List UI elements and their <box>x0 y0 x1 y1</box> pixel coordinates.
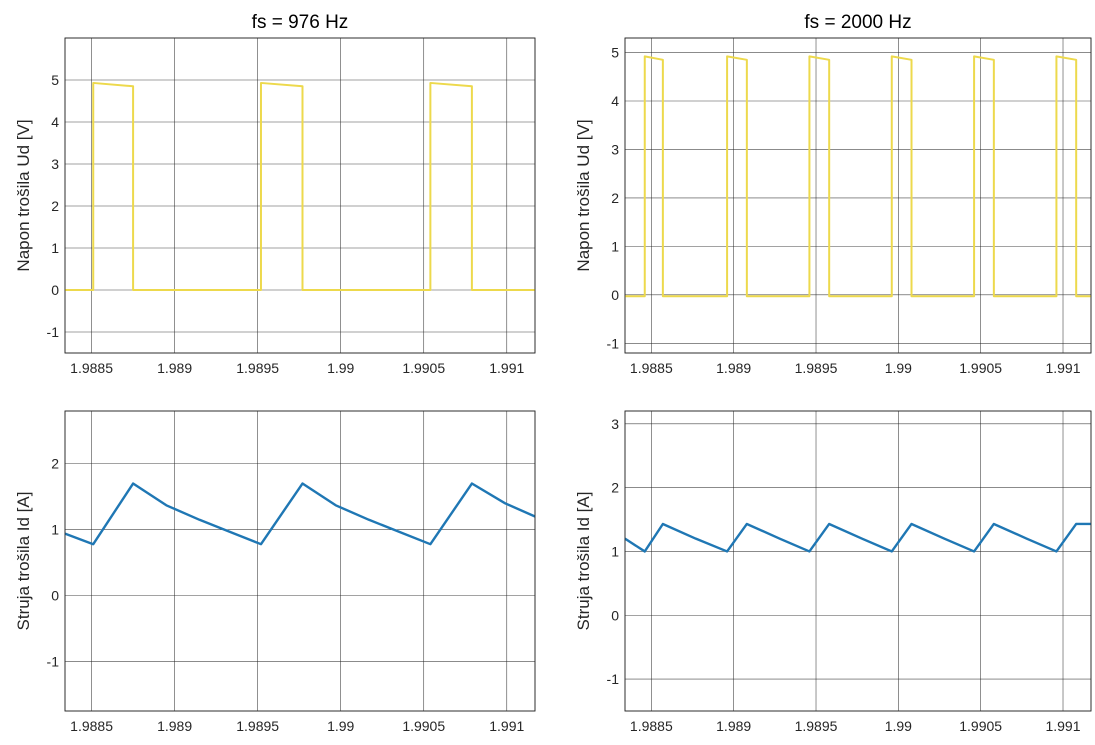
y-tick-label: 2 <box>611 190 619 206</box>
x-tick-label: 1.99 <box>327 718 354 734</box>
plot-frame <box>64 410 536 712</box>
series-line-1 <box>64 482 536 546</box>
x-tick-label: 1.991 <box>1045 718 1080 734</box>
y-tick-label: 0 <box>51 282 59 298</box>
series-line-1 <box>625 55 1091 298</box>
y-tick-label: 5 <box>51 72 59 88</box>
y-axis-title: Napon trošila Ud [V] <box>574 119 593 271</box>
y-tick-label: 2 <box>51 456 59 472</box>
x-tick-label: 1.9885 <box>630 718 673 734</box>
y-tick-label: 1 <box>611 543 619 559</box>
y-tick-label: -1 <box>607 671 620 687</box>
x-tick-label: 1.9895 <box>795 718 838 734</box>
y-tick-label: 4 <box>51 114 59 130</box>
plot-area <box>64 410 536 712</box>
chart-panel-3: 1.9885 1.989 1.9895 1.99 1.9905 1.991 -1 0 1 2 Str… <box>14 410 536 734</box>
chart-panel-4: 1.9885 1.989 1.9895 1.99 1.9905 1.991 -1 0 1 2 3 St… <box>574 410 1092 734</box>
series-line-1 <box>624 522 1091 553</box>
x-tick-label: 1.989 <box>157 718 192 734</box>
y-tick-label: 0 <box>611 287 619 303</box>
x-tick-label: 1.9905 <box>959 718 1002 734</box>
y-tick-label: 3 <box>51 156 59 172</box>
y-tick-label: 0 <box>51 588 59 604</box>
x-tick-label: 1.989 <box>716 718 751 734</box>
y-axis-title: Struja trošila Id [A] <box>574 492 593 631</box>
plot-area <box>64 37 536 354</box>
x-tick-label: 1.989 <box>157 360 192 376</box>
y-axis-title: Struja trošila Id [A] <box>14 492 33 631</box>
plot-title: fs = 2000 Hz <box>804 12 911 33</box>
plot-frame <box>64 37 536 354</box>
x-tick-label: 1.9895 <box>236 360 279 376</box>
plot-frame <box>624 37 1092 354</box>
plot-title: fs = 976 Hz <box>252 12 349 33</box>
chart-panel-1: 1.9885 1.989 1.9895 1.99 1.9905 1.991 -1 0 1 2 3 4 5… <box>14 12 536 376</box>
y-tick-label: 0 <box>611 607 619 623</box>
x-tick-label: 1.9885 <box>70 718 113 734</box>
y-tick-label: 2 <box>611 480 619 496</box>
y-axis-title: Napon trošila Ud [V] <box>14 119 33 271</box>
plot-area <box>624 37 1092 354</box>
x-tick-label: 1.989 <box>716 360 751 376</box>
chart-panel-2: 1.9885 1.989 1.9895 1.99 1.9905 1.991 -1 0 1 2 3 4 5… <box>574 12 1092 376</box>
x-tick-label: 1.991 <box>489 718 524 734</box>
x-tick-label: 1.991 <box>489 360 524 376</box>
x-tick-label: 1.991 <box>1045 360 1080 376</box>
x-tick-label: 1.99 <box>885 718 912 734</box>
x-tick-label: 1.9895 <box>795 360 838 376</box>
x-tick-label: 1.9885 <box>630 360 673 376</box>
y-tick-label: 1 <box>51 522 59 538</box>
y-tick-label: -1 <box>47 654 60 670</box>
y-tick-label: -1 <box>47 324 60 340</box>
y-tick-label: 5 <box>611 45 619 61</box>
x-tick-label: 1.9905 <box>402 360 445 376</box>
x-tick-label: 1.9885 <box>70 360 113 376</box>
y-tick-label: 4 <box>611 93 619 109</box>
y-tick-label: 3 <box>611 416 619 432</box>
plot-frame <box>624 410 1092 712</box>
y-tick-label: 1 <box>51 240 59 256</box>
y-tick-label: 2 <box>51 198 59 214</box>
x-tick-label: 1.99 <box>885 360 912 376</box>
y-tick-label: -1 <box>607 335 620 351</box>
x-tick-label: 1.9895 <box>236 718 279 734</box>
x-tick-label: 1.9905 <box>402 718 445 734</box>
plot-area <box>624 410 1092 712</box>
series-line-1 <box>65 81 535 291</box>
y-tick-label: 1 <box>611 238 619 254</box>
y-tick-label: 3 <box>611 141 619 157</box>
x-tick-label: 1.9905 <box>959 360 1002 376</box>
x-tick-label: 1.99 <box>327 360 354 376</box>
